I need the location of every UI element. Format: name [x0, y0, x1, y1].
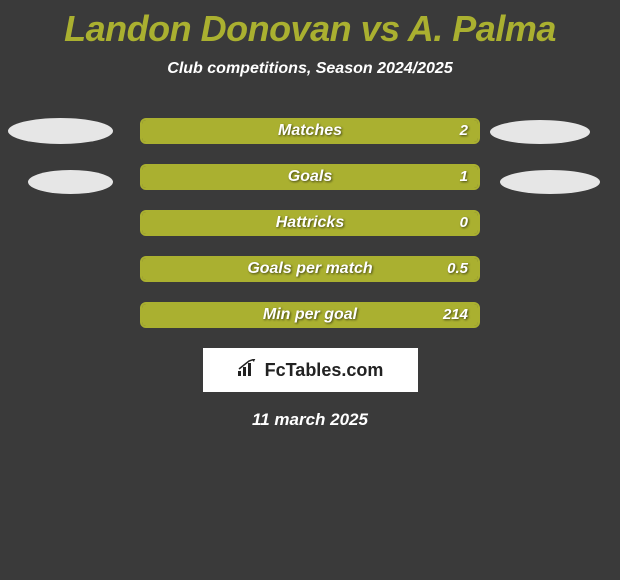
stat-bar-fill	[142, 120, 478, 142]
player-ellipse	[500, 170, 600, 194]
stat-bar-fill	[142, 212, 478, 234]
stat-bar-fill	[142, 258, 478, 280]
stat-row: Matches2	[140, 118, 480, 144]
stat-row: Min per goal214	[140, 302, 480, 328]
page-title: Landon Donovan vs A. Palma	[0, 0, 620, 50]
player-ellipse	[490, 120, 590, 144]
comparison-chart: Matches2 Goals1 Hattricks0 Goals per match0…	[0, 118, 620, 328]
player-ellipse	[8, 118, 113, 144]
stat-bar-fill	[142, 166, 478, 188]
stat-row: Goals1	[140, 164, 480, 190]
stat-bar-fill	[142, 304, 478, 326]
brand-text: FcTables.com	[265, 360, 384, 381]
stat-row: Goals per match0.5	[140, 256, 480, 282]
brand-badge: FcTables.com	[203, 348, 418, 392]
chart-icon	[237, 359, 259, 382]
player-ellipse	[28, 170, 113, 194]
stat-row: Hattricks0	[140, 210, 480, 236]
subtitle: Club competitions, Season 2024/2025	[0, 60, 620, 78]
date-text: 11 march 2025	[0, 410, 620, 430]
